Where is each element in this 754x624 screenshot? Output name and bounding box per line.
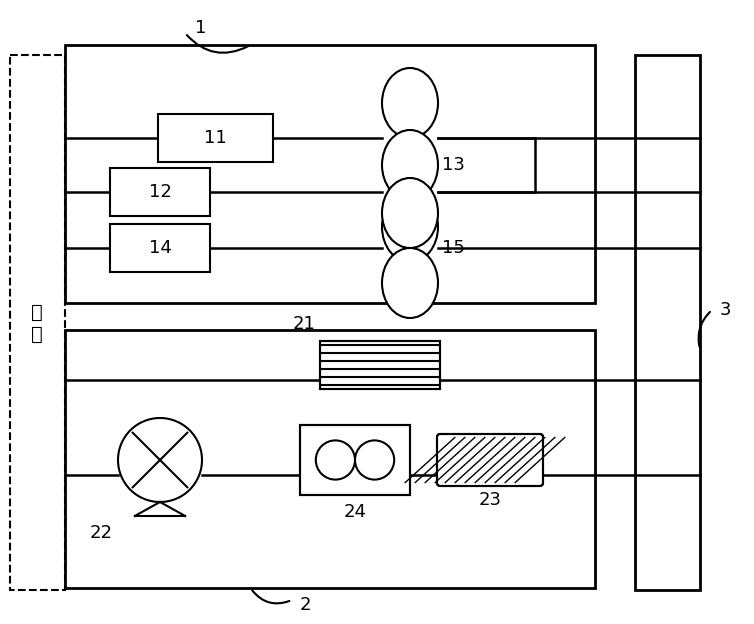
Text: 12: 12 [149,183,171,201]
Text: 21: 21 [292,315,315,333]
Text: 13: 13 [442,156,465,174]
Text: 22: 22 [90,524,113,542]
Bar [10,55,65,590]
Bar [110,224,210,272]
Circle shape [355,441,394,480]
Ellipse shape [382,68,438,138]
Bar [300,425,410,495]
Text: 空
气: 空 气 [31,303,43,343]
Ellipse shape [382,130,438,200]
Text: 14: 14 [149,239,171,257]
Bar [300,425,410,495]
Bar [65,45,595,303]
Text: 23: 23 [479,491,501,509]
Text: 2: 2 [300,596,311,614]
Ellipse shape [382,178,438,248]
Circle shape [118,418,202,502]
Ellipse shape [382,192,438,262]
Bar [320,341,440,389]
Text: 24: 24 [344,503,366,521]
Text: 3: 3 [720,301,731,319]
Bar [110,168,210,216]
Ellipse shape [382,248,438,318]
FancyBboxPatch shape [437,434,543,486]
Bar [65,330,595,588]
Text: 15: 15 [442,239,465,257]
Circle shape [316,441,355,480]
Bar [320,341,440,389]
Text: 1: 1 [195,19,207,37]
Bar [158,114,272,162]
Bar [635,55,700,590]
Text: 11: 11 [204,129,226,147]
